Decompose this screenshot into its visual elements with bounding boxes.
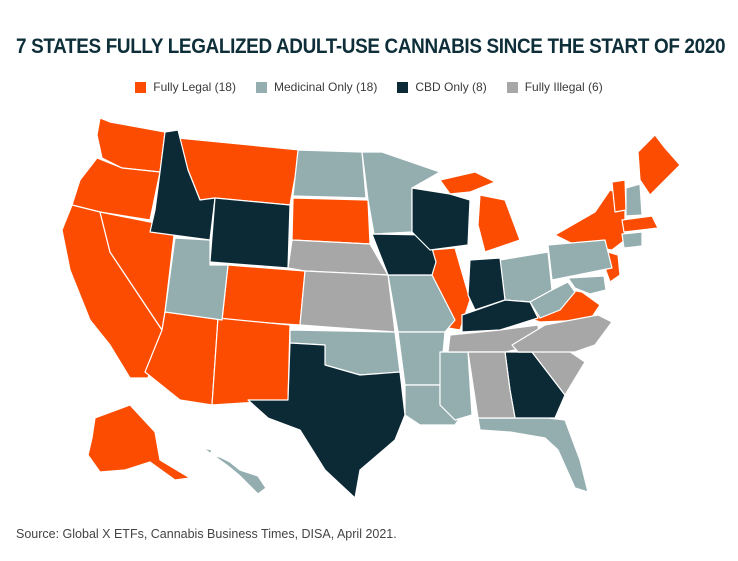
state-arkansas [397,331,446,386]
source-note: Source: Global X ETFs, Cannabis Business… [16,527,397,541]
state-texas [247,342,406,499]
chart-title: 7 STATES FULLY LEGALIZED ADULT-USE CANNA… [16,34,726,58]
state-michigan-lower [477,194,521,253]
state-north-carolina [511,314,613,353]
state-west-virginia [529,281,576,319]
state-florida [477,417,589,493]
state-nebraska [287,239,389,276]
legend-label-fully-legal: Fully Legal (18) [153,80,236,94]
state-maryland [567,275,607,295]
state-vermont [611,179,627,213]
legend-item-cbd-only: CBD Only (8) [397,80,487,94]
state-alaska [87,404,191,481]
state-colorado [221,264,306,326]
state-north-dakota [292,149,367,199]
state-alabama [467,351,516,419]
us-map [61,117,681,499]
state-wisconsin [411,187,471,251]
legend-label-cbd-only: CBD Only (8) [415,80,487,94]
legend: Fully Legal (18) Medicinal Only (18) CBD… [0,80,738,94]
state-south-dakota [291,197,371,245]
legend-swatch-fully-illegal [506,81,518,93]
state-massachusetts [621,215,659,233]
state-pennsylvania [547,239,613,281]
state-mississippi [439,351,473,421]
legend-swatch-cbd-only [397,81,409,93]
legend-item-medicinal-only: Medicinal Only (18) [255,80,378,94]
state-new-hampshire [625,183,643,217]
state-hawaii [202,447,267,495]
state-kentucky [461,299,539,333]
state-maine [637,134,681,196]
legend-label-fully-illegal: Fully Illegal (6) [524,80,603,94]
legend-label-medicinal-only: Medicinal Only (18) [273,80,378,94]
legend-swatch-fully-legal [135,81,147,93]
legend-swatch-medicinal-only [255,81,267,93]
state-kansas [299,270,396,333]
state-connecticut [621,231,643,249]
state-michigan-upper [439,171,496,195]
state-wyoming [209,197,291,269]
legend-item-fully-legal: Fully Legal (18) [135,80,236,94]
state-oregon [71,157,161,221]
state-idaho [149,129,216,241]
state-new-mexico [211,317,291,406]
legend-item-fully-illegal: Fully Illegal (6) [506,80,603,94]
